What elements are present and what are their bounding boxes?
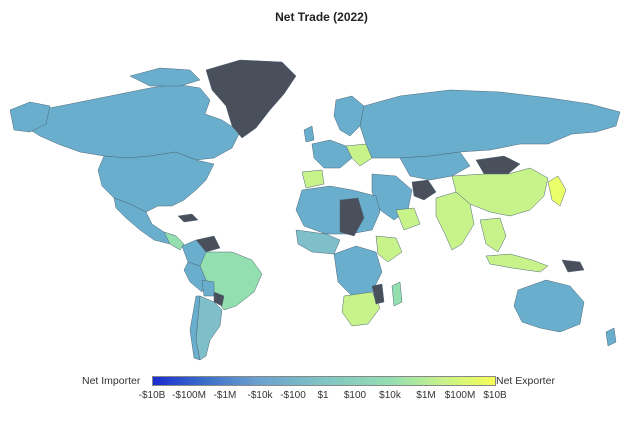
region-paraguay[interactable] bbox=[213, 291, 225, 307]
region-scandinavia[interactable] bbox=[333, 95, 365, 137]
region-argentina[interactable] bbox=[195, 295, 223, 361]
legend-tick: $100M bbox=[444, 390, 476, 401]
region-australia[interactable] bbox=[513, 279, 585, 333]
legend-high-label: Net Exporter bbox=[496, 375, 555, 387]
region-chile[interactable] bbox=[189, 295, 201, 361]
region-india[interactable] bbox=[435, 191, 475, 251]
legend-tick: -$10k bbox=[247, 390, 273, 401]
color-legend: Net Importer Net Exporter -$10B -$100M -… bbox=[0, 372, 643, 412]
legend-tick: -$100M bbox=[172, 390, 206, 401]
region-southern-africa[interactable] bbox=[341, 291, 381, 327]
legend-low-label: Net Importer bbox=[82, 375, 141, 387]
region-western-europe[interactable] bbox=[311, 139, 353, 169]
region-central-america[interactable] bbox=[163, 231, 185, 251]
region-sahel-no-data[interactable] bbox=[339, 197, 365, 237]
region-mongolia[interactable] bbox=[475, 155, 521, 175]
region-korea-japan[interactable] bbox=[547, 175, 567, 207]
legend-tick: -$1M bbox=[213, 390, 237, 401]
region-canada[interactable] bbox=[23, 83, 241, 161]
region-bolivia[interactable] bbox=[201, 279, 215, 297]
legend-tick: $1M bbox=[416, 390, 436, 401]
region-north-africa[interactable] bbox=[295, 185, 381, 235]
world-map[interactable] bbox=[0, 40, 643, 370]
region-alaska[interactable] bbox=[9, 101, 51, 133]
region-saudi-arabia[interactable] bbox=[395, 207, 421, 231]
region-russia[interactable] bbox=[359, 89, 621, 159]
legend-tick: $10B bbox=[483, 390, 507, 401]
region-peru[interactable] bbox=[183, 261, 207, 293]
region-iran[interactable] bbox=[411, 179, 437, 201]
legend-ticks: -$10B -$100M -$1M -$10k -$100 $1 $100 $1… bbox=[134, 390, 514, 404]
legend-tick: $10k bbox=[379, 390, 401, 401]
chart-title: Net Trade (2022) bbox=[275, 10, 368, 24]
legend-gradient-bar bbox=[152, 376, 496, 386]
legend-tick: -$10B bbox=[138, 390, 166, 401]
region-papua-new-guinea[interactable] bbox=[561, 259, 585, 273]
region-iberia[interactable] bbox=[301, 169, 325, 189]
region-new-zealand[interactable] bbox=[605, 327, 617, 347]
region-united-states[interactable] bbox=[97, 151, 215, 213]
region-southeast-asia[interactable] bbox=[479, 217, 507, 253]
region-central-asia[interactable] bbox=[399, 151, 471, 181]
legend-tick: -$100 bbox=[280, 390, 306, 401]
region-madagascar[interactable] bbox=[391, 281, 403, 307]
region-greenland[interactable] bbox=[205, 59, 297, 139]
legend-tick: $100 bbox=[343, 390, 367, 401]
region-indonesia[interactable] bbox=[485, 253, 549, 273]
region-eastern-europe[interactable] bbox=[345, 143, 373, 167]
legend-tick: $1 bbox=[317, 390, 329, 401]
region-arctic-islands[interactable] bbox=[129, 67, 201, 87]
region-cuba[interactable] bbox=[177, 213, 199, 223]
region-east-africa[interactable] bbox=[375, 235, 403, 263]
region-uk[interactable] bbox=[303, 125, 315, 143]
region-mozambique[interactable] bbox=[371, 283, 385, 305]
region-central-africa[interactable] bbox=[333, 245, 383, 297]
